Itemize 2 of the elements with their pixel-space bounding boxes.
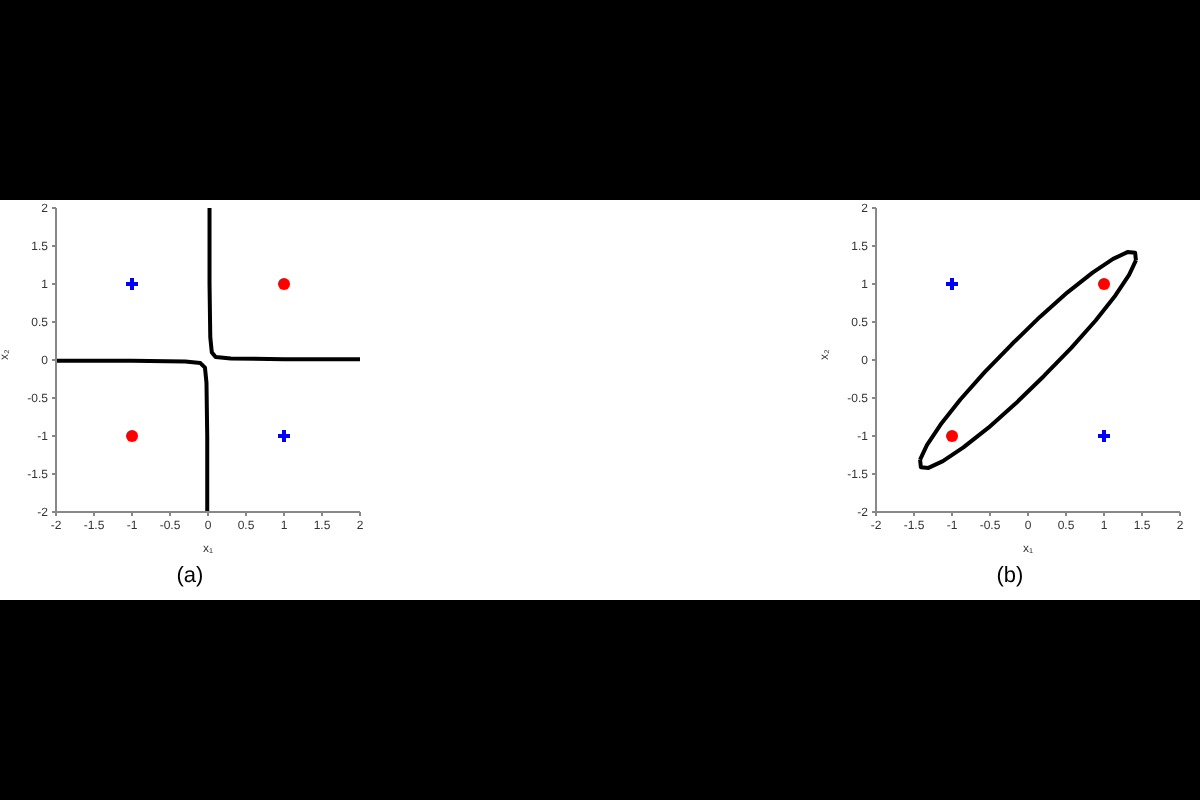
text: (b) [994, 564, 1026, 588]
text: (a) [174, 564, 206, 588]
